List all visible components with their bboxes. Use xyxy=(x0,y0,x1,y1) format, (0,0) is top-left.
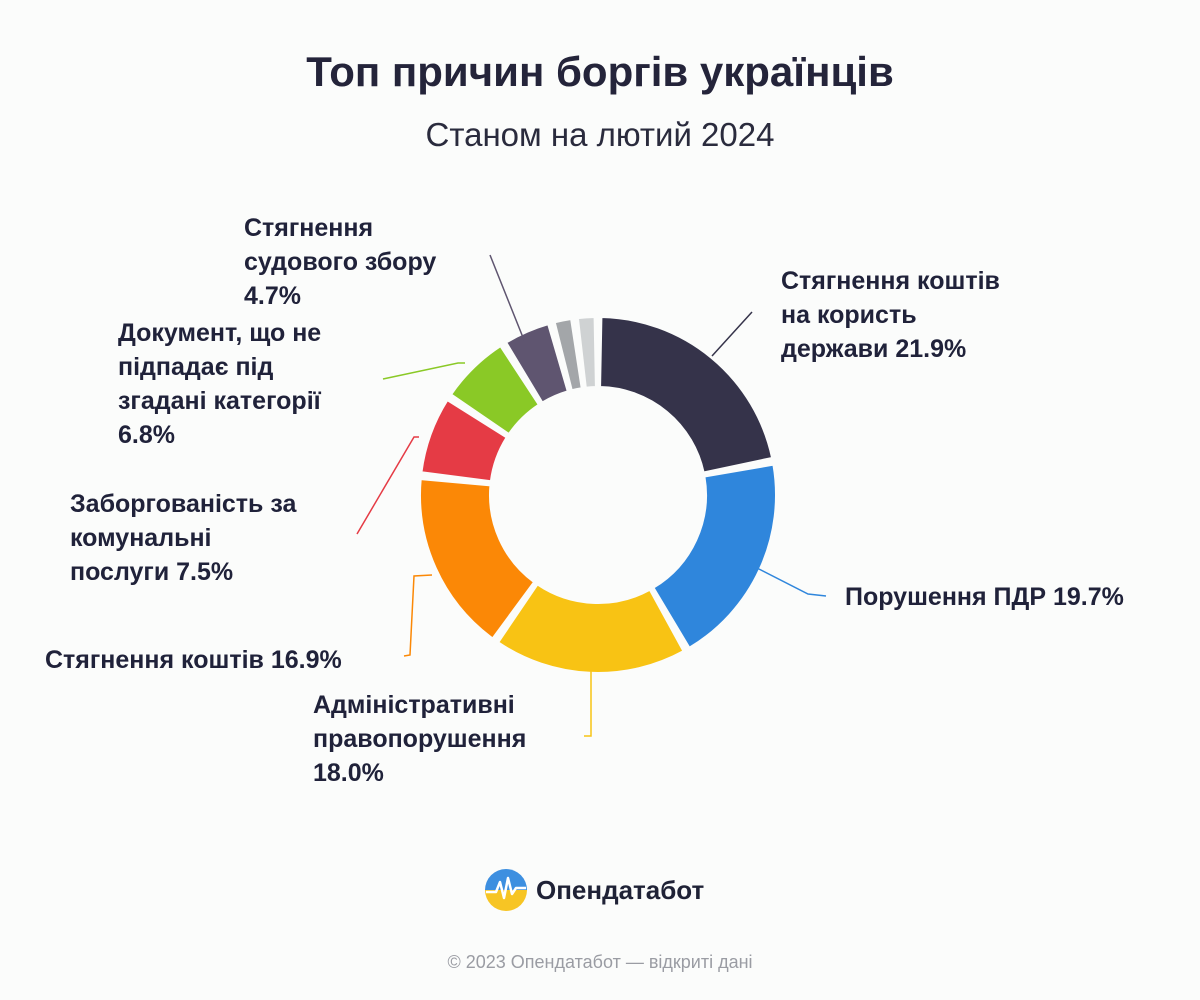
chart-title: Топ причин боргів українців xyxy=(306,48,894,95)
brand-name: Опендатабот xyxy=(536,874,705,905)
opendatabot-logo-icon xyxy=(485,869,527,911)
donut-slice-court-fee xyxy=(505,323,569,404)
slice-label-court-fee: Стягнення судового збору 4.7% xyxy=(244,214,437,310)
leader-line-administrative-offenses xyxy=(584,670,592,737)
donut-slice-administrative-offenses xyxy=(497,583,685,674)
donut-slice-traffic-violations xyxy=(652,463,777,649)
leader-line-state-collection xyxy=(711,311,753,357)
slice-label-state-collection: Стягнення коштів на користь держави 21.9… xyxy=(781,267,1000,363)
leader-line-funds-collection xyxy=(403,574,433,657)
slice-label-traffic-violations: Порушення ПДР 19.7% xyxy=(845,583,1124,611)
donut-slice-state-collection xyxy=(599,316,774,474)
brand-logo: Опендатабот xyxy=(484,868,704,912)
slice-label-administrative-offenses: Адміністративні правопорушення 18.0% xyxy=(313,691,527,787)
leader-line-utilities-debt xyxy=(356,436,419,535)
chart-subtitle: Станом на лютий 2024 xyxy=(425,116,775,153)
donut-slice-minor-b xyxy=(576,316,597,389)
leader-line-court-fee xyxy=(489,254,525,341)
donut-slice-minor-a xyxy=(553,318,583,392)
donut-slice-utilities-debt xyxy=(420,399,508,483)
leader-line-traffic-violations xyxy=(756,567,827,597)
donut-slice-other-document xyxy=(450,345,540,435)
leader-line-other-document xyxy=(382,362,465,380)
slice-label-utilities-debt: Заборгованість за комунальні послуги 7.5… xyxy=(70,490,297,586)
footer-copyright: © 2023 Опендатабот — відкриті дані xyxy=(447,952,753,972)
slice-label-other-document: Документ, що не підпадає під згадані кат… xyxy=(118,319,322,449)
donut-slice-funds-collection xyxy=(419,478,536,640)
slice-label-funds-collection: Стягнення коштів 16.9% xyxy=(45,646,342,674)
